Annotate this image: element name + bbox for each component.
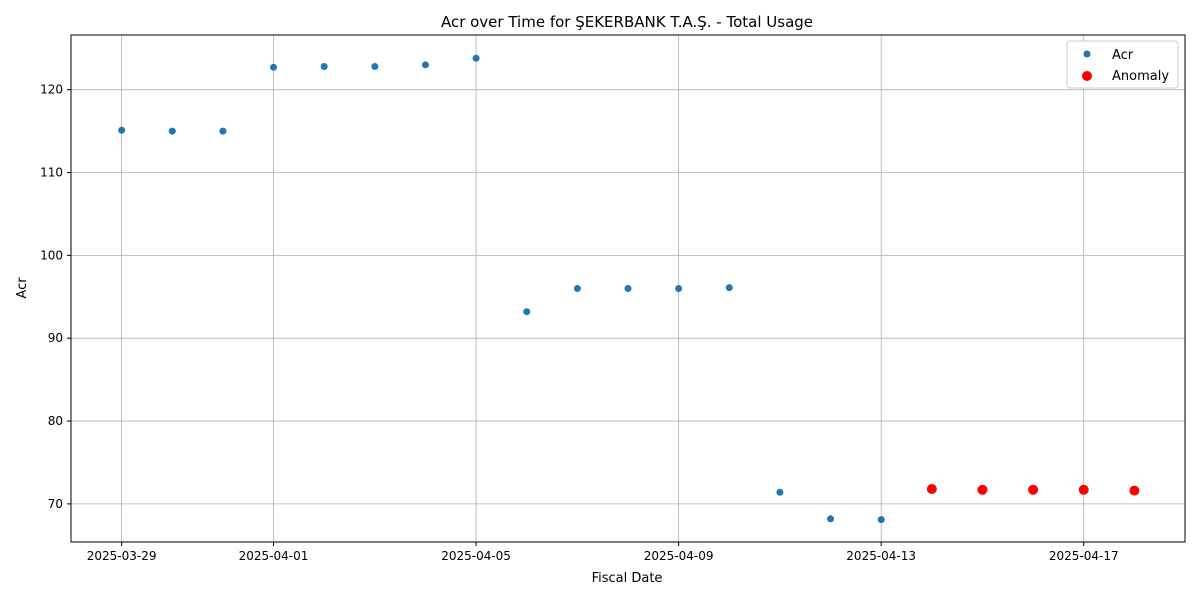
acr-point	[827, 515, 835, 523]
acr-point	[472, 54, 480, 62]
acr-point	[168, 127, 176, 135]
legend-anomaly-marker	[1082, 71, 1092, 81]
acr-point	[725, 284, 733, 292]
x-axis: 2025-03-29 2025-04-01 2025-04-05 2025-04-09…	[87, 542, 1119, 563]
acr-point	[320, 62, 328, 70]
plot-area-frame	[70, 34, 1186, 543]
legend-box	[1066, 40, 1179, 89]
anomaly-point	[1078, 484, 1089, 495]
anomaly-point	[1028, 484, 1039, 495]
x-tick-label: 2025-03-29	[87, 549, 157, 563]
legend: Acr Anomaly	[1066, 40, 1179, 89]
acr-point	[270, 63, 278, 71]
chart-title: Acr over Time for ŞEKERBANK T.A.Ş. - Tot…	[441, 13, 813, 31]
acr-point	[523, 308, 531, 316]
anomaly-point	[926, 483, 937, 494]
acr-point	[776, 488, 784, 496]
acr-point	[421, 61, 429, 69]
legend-anomaly-label: Anomaly	[1112, 69, 1169, 84]
y-tick-label: 110	[40, 166, 63, 180]
anomaly-point	[977, 484, 988, 495]
acr-point	[371, 62, 379, 70]
acr-point	[573, 285, 581, 292]
y-tick-label: 100	[40, 248, 63, 262]
x-tick-label: 2025-04-17	[1049, 549, 1119, 563]
legend-acr-marker	[1083, 50, 1091, 58]
y-tick-label: 80	[48, 414, 63, 428]
legend-acr-label: Acr	[1112, 48, 1134, 63]
acr-point	[675, 285, 683, 292]
acr-point	[624, 285, 632, 292]
x-tick-label: 2025-04-09	[644, 549, 714, 563]
acr-point	[219, 127, 227, 135]
acr-point	[877, 516, 885, 524]
y-axis-title: Acr	[15, 277, 30, 299]
x-tick-label: 2025-04-13	[846, 549, 916, 563]
x-tick-label: 2025-04-05	[441, 549, 511, 563]
y-tick-label: 90	[48, 331, 63, 345]
y-tick-label: 70	[48, 497, 63, 511]
y-tick-label: 120	[40, 83, 63, 97]
anomaly-point	[1129, 485, 1140, 496]
y-axis: 70 80 90 100 110 120	[40, 83, 71, 511]
grid-lines	[71, 35, 1185, 542]
x-tick-label: 2025-04-01	[239, 549, 309, 563]
acr-point	[118, 126, 126, 134]
x-axis-title: Fiscal Date	[592, 571, 663, 586]
data-points	[118, 54, 1140, 524]
